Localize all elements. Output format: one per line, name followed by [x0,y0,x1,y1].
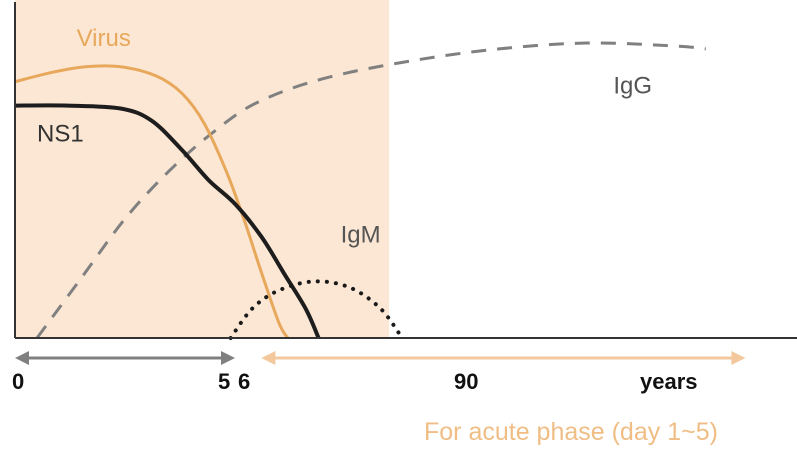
series-line-virus [14,64,290,339]
series-label-virus: Virus [77,25,131,52]
tick-layer: 0 5 6 90 years [12,369,698,394]
acute-phase-shading [15,0,389,338]
series-layer [14,41,706,340]
timeline-arrow-head-left-2 [261,351,276,365]
arrow-layer [15,351,746,365]
timeline-arrow-head-right-1 [221,351,235,365]
series-line-ns1 [14,103,321,339]
timeline-arrow-head-left-1 [15,351,29,365]
series-label-igm: IgM [341,222,381,249]
x-tick-label: 5 [218,369,230,394]
series-line-igm [228,279,405,340]
label-layer: Virus NS1 IgG IgM [37,25,652,249]
series-label-ns1: NS1 [37,120,84,147]
timeline-arrow-head-right-2 [731,351,746,365]
x-tick-label: years [640,369,698,394]
acute-phase-caption: For acute phase (day 1~5) [424,418,718,446]
x-tick-label: 6 [238,369,250,394]
x-tick-label: 90 [454,369,478,394]
series-label-igg: IgG [613,73,652,100]
x-tick-label: 0 [12,369,24,394]
series-line-igg [35,41,706,339]
